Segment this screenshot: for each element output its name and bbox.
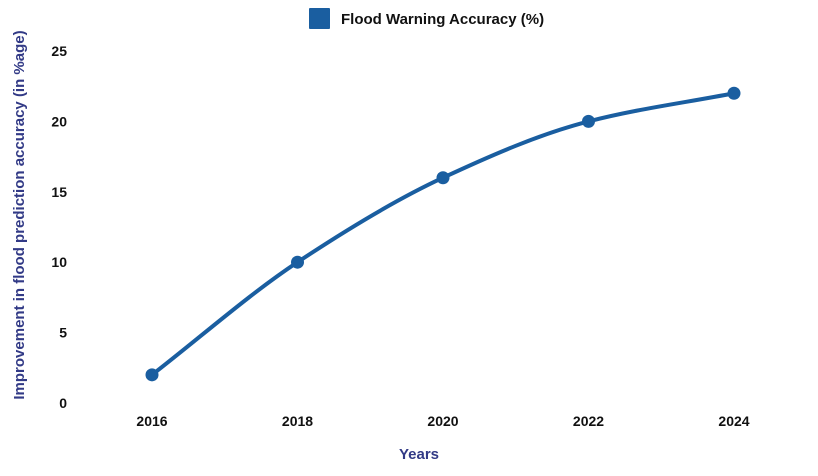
legend-label: Flood Warning Accuracy (%) <box>341 11 544 28</box>
data-points <box>145 86 741 382</box>
y-axis-ticks: 0 5 10 15 20 25 <box>51 43 67 411</box>
x-tick-label: 2022 <box>573 413 604 429</box>
y-axis-title: Improvement in flood prediction accuracy… <box>11 30 28 399</box>
y-tick-label: 5 <box>59 325 67 341</box>
x-axis-title: Years <box>399 446 439 463</box>
data-point <box>291 255 304 269</box>
legend: Flood Warning Accuracy (%) <box>309 8 544 29</box>
series-line-flood-warning-accuracy <box>150 91 736 377</box>
data-point <box>436 171 450 185</box>
data-point <box>582 114 595 128</box>
x-tick-label: 2016 <box>136 413 167 429</box>
x-axis-ticks: 2016 2018 2020 2022 2024 <box>136 413 749 429</box>
y-tick-label: 10 <box>51 254 67 270</box>
x-tick-label: 2018 <box>282 413 313 429</box>
y-tick-label: 0 <box>59 395 67 411</box>
y-tick-label: 15 <box>51 184 67 200</box>
x-tick-label: 2024 <box>718 413 749 429</box>
data-point <box>727 86 741 100</box>
x-tick-label: 2020 <box>427 413 458 429</box>
y-tick-label: 20 <box>51 113 67 129</box>
data-point <box>145 368 159 382</box>
y-tick-label: 25 <box>51 43 67 59</box>
legend-swatch <box>309 8 330 29</box>
